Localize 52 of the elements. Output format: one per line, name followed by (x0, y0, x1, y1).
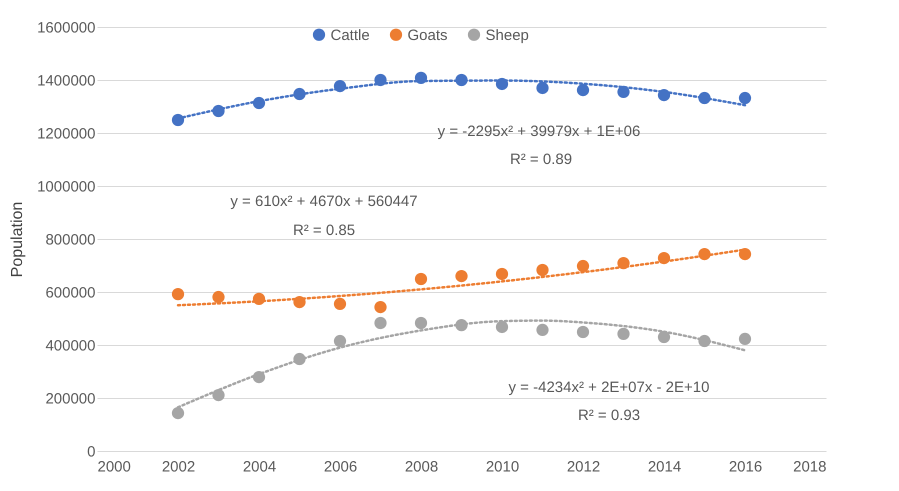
y-tick-label: 400000 (45, 338, 96, 354)
y-tick-label: 600000 (45, 284, 96, 302)
point (496, 268, 508, 280)
point (374, 316, 387, 330)
y-tick-label: 800000 (45, 232, 96, 248)
point (738, 248, 752, 260)
annotation: y = -2295x² + 39979x + 1E+06 (438, 123, 640, 140)
x-tick-label: 2006 (324, 458, 358, 476)
annotation: R² = 0.85 (292, 222, 356, 239)
point (738, 332, 752, 346)
point (172, 406, 184, 420)
x-tick-label: 2010 (486, 458, 520, 476)
x-tick-label: 2004 (242, 458, 276, 476)
point (334, 334, 346, 348)
point (617, 328, 630, 340)
point (374, 300, 387, 314)
y-tick-label: 0 (87, 444, 96, 460)
point (496, 320, 508, 334)
point (576, 326, 590, 338)
annotation: y = 610x² + 4670x + 560447 (230, 193, 418, 210)
y-tick-label: 1000000 (37, 178, 96, 196)
y-tick-label: 200000 (45, 390, 96, 408)
x-tick-label: 2008 (404, 458, 438, 476)
x-tick-label: 2000 (98, 458, 131, 476)
y-tick-label: 1400000 (37, 72, 96, 90)
point (536, 324, 549, 336)
annotation: R² = 0.89 (510, 151, 572, 168)
point (536, 82, 549, 94)
legend-label: Sheep (486, 26, 529, 44)
point (172, 288, 184, 300)
point (658, 330, 670, 344)
point (576, 84, 590, 96)
point (455, 270, 468, 282)
y-tick-label: 1200000 (37, 126, 96, 142)
point (212, 290, 225, 304)
point (536, 264, 549, 276)
legend-label: Cattle (330, 26, 370, 44)
x-tick-label: 2014 (648, 458, 682, 476)
annotation: R² = 0.93 (578, 407, 640, 424)
x-tick-label: 2018 (793, 458, 826, 476)
annotation: y = -4234x² + 2E+07x - 2E+10 (508, 379, 710, 396)
point (414, 316, 428, 330)
point (576, 260, 590, 272)
point (738, 92, 752, 104)
point (334, 298, 346, 310)
x-tick-label: 2002 (162, 458, 196, 476)
y-tick-label: 1600000 (37, 20, 96, 36)
x-tick-label: 2012 (566, 458, 600, 476)
y-axis-title: Population (9, 202, 26, 278)
point (414, 272, 428, 286)
legend-label: Goats (408, 26, 448, 44)
x-tick-label: 2016 (728, 458, 762, 476)
